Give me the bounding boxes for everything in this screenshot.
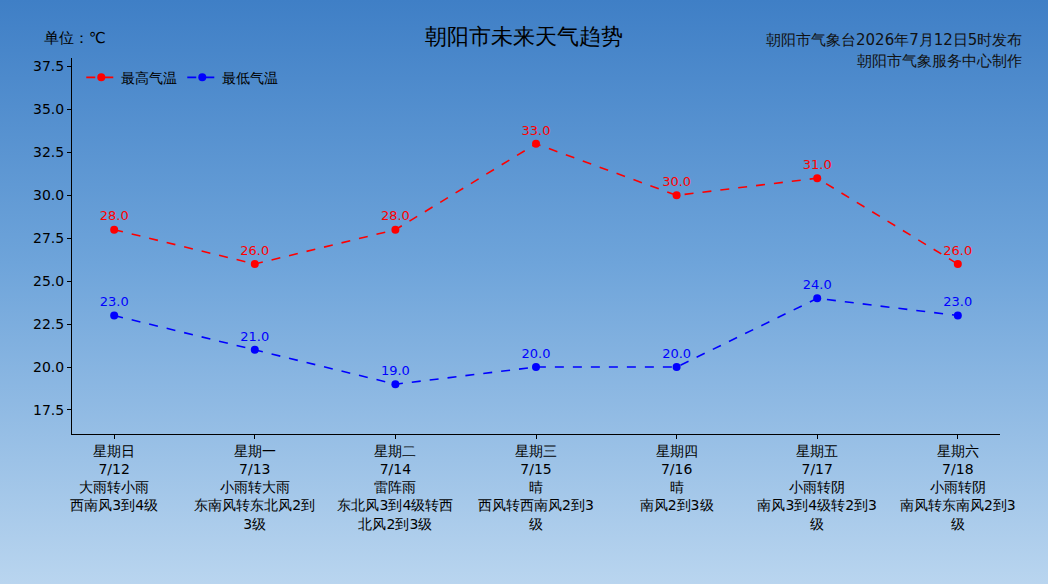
svg-text:25.0: 25.0	[33, 273, 64, 289]
svg-text:24.0: 24.0	[803, 277, 832, 292]
svg-text:最低气温: 最低气温	[222, 70, 278, 86]
svg-text:星期一7/13小雨转大雨东南风转东北风2到3级: 星期一7/13小雨转大雨东南风转东北风2到3级	[194, 443, 315, 532]
svg-text:22.5: 22.5	[33, 316, 64, 332]
svg-text:朝阳市气象台2026年7月12日5时发布: 朝阳市气象台2026年7月12日5时发布	[766, 31, 1022, 49]
svg-text:37.5: 37.5	[33, 58, 64, 74]
svg-text:30.0: 30.0	[33, 187, 64, 203]
svg-text:单位：℃: 单位：℃	[44, 29, 106, 47]
svg-text:27.5: 27.5	[33, 230, 64, 246]
svg-text:35.0: 35.0	[33, 101, 64, 117]
svg-text:星期二7/14雷阵雨东北风3到4级转西北风2到3级: 星期二7/14雷阵雨东北风3到4级转西北风2到3级	[337, 443, 453, 532]
svg-text:朝阳市未来天气趋势: 朝阳市未来天气趋势	[425, 24, 623, 49]
svg-text:20.0: 20.0	[662, 346, 691, 361]
svg-text:32.5: 32.5	[33, 144, 64, 160]
svg-text:21.0: 21.0	[240, 329, 269, 344]
svg-text:星期六7/18小雨转阴南风转东南风2到3级: 星期六7/18小雨转阴南风转东南风2到3级	[900, 443, 1016, 532]
svg-text:23.0: 23.0	[943, 294, 972, 309]
svg-text:20.0: 20.0	[522, 346, 551, 361]
svg-text:20.0: 20.0	[33, 359, 64, 375]
svg-text:星期三7/15晴西风转西南风2到3级: 星期三7/15晴西风转西南风2到3级	[478, 443, 594, 532]
svg-text:28.0: 28.0	[100, 208, 129, 223]
svg-text:星期日7/12大雨转小雨西南风3到4级: 星期日7/12大雨转小雨西南风3到4级	[70, 443, 158, 514]
svg-text:28.0: 28.0	[381, 208, 410, 223]
svg-text:30.0: 30.0	[662, 174, 691, 189]
svg-text:26.0: 26.0	[240, 243, 269, 258]
svg-text:朝阳市气象服务中心制作: 朝阳市气象服务中心制作	[857, 52, 1022, 70]
svg-text:23.0: 23.0	[100, 294, 129, 309]
svg-text:26.0: 26.0	[943, 243, 972, 258]
svg-text:19.0: 19.0	[381, 363, 410, 378]
svg-text:33.0: 33.0	[522, 123, 551, 138]
svg-text:最高气温: 最高气温	[121, 70, 177, 86]
svg-text:17.5: 17.5	[33, 402, 64, 418]
svg-text:星期五7/17小雨转阴南风3到4级转2到3级: 星期五7/17小雨转阴南风3到4级转2到3级	[757, 443, 877, 532]
svg-text:星期四7/16晴南风2到3级: 星期四7/16晴南风2到3级	[640, 443, 714, 514]
svg-text:31.0: 31.0	[803, 157, 832, 172]
